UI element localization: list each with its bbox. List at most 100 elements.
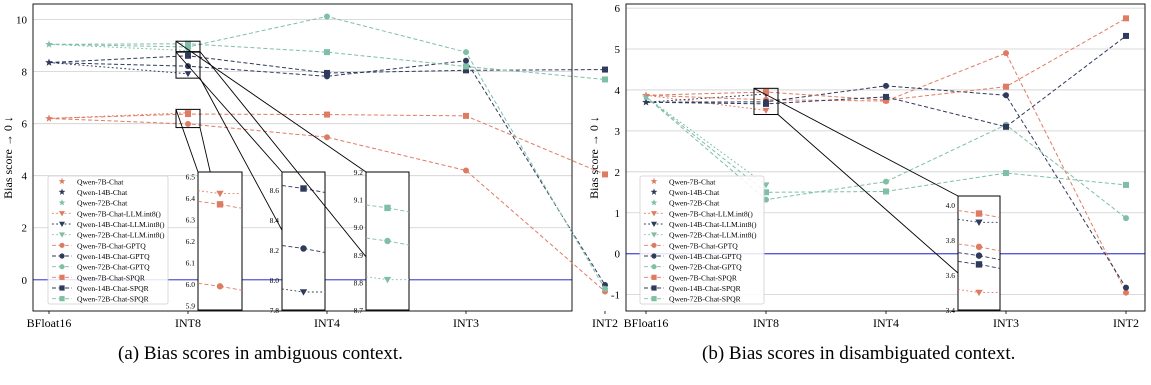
zoom-connector <box>175 51 283 173</box>
inset-line <box>978 263 1001 269</box>
series-line <box>645 52 1127 293</box>
inset-point <box>216 190 224 198</box>
legend-marker <box>59 285 65 291</box>
data-point <box>763 89 769 96</box>
inset-line <box>219 203 243 209</box>
zoom-connector <box>175 40 367 173</box>
legend-label: Qwen-7B-Chat-SPQR <box>77 273 146 282</box>
data-point <box>324 49 330 56</box>
inset-point <box>384 237 391 245</box>
inset-line <box>197 282 221 287</box>
legend-label: Qwen-7B-Chat <box>669 177 716 186</box>
inset-point <box>975 219 983 226</box>
data-point <box>763 100 769 107</box>
inset-tick-label: 3.6 <box>946 271 956 280</box>
inset-tick-label: 6.2 <box>186 237 196 246</box>
inset-point <box>300 185 307 192</box>
series-line <box>645 17 1127 101</box>
legend-label: Qwen-72B-Chat-LLM.int8() <box>669 231 757 240</box>
zoom-box <box>175 51 201 79</box>
x-tick-label: INT8 <box>753 316 779 330</box>
data-point <box>1123 215 1129 222</box>
y-axis-label: Bias score → 0 ↓ <box>1 116 15 199</box>
data-point <box>883 178 889 185</box>
inset-line <box>303 188 326 193</box>
data-point <box>185 52 191 59</box>
data-point <box>324 69 330 76</box>
inset-line <box>365 237 388 242</box>
legend-marker <box>59 232 65 238</box>
data-point <box>324 134 330 141</box>
series-line <box>48 43 189 52</box>
data-point <box>642 92 650 101</box>
inset-line <box>197 200 221 205</box>
y-tick-label: -1 <box>611 290 620 302</box>
data-point <box>602 76 608 83</box>
zoom-box <box>175 40 201 53</box>
zoom-connector <box>753 87 959 197</box>
legend-marker <box>59 211 65 217</box>
data-point <box>1123 32 1129 39</box>
legend-marker <box>58 188 66 195</box>
legend-label: Qwen-72B-Chat-SPQR <box>77 295 150 304</box>
data-point <box>185 120 191 127</box>
legend-marker <box>651 242 657 248</box>
inset-tick-label: 8.8 <box>354 278 364 287</box>
caption-b: (b) Bias scores in disambiguated context… <box>702 343 1016 364</box>
inset-line <box>281 288 304 293</box>
inset-line <box>978 246 1001 252</box>
legend-marker <box>650 199 658 206</box>
data-point <box>324 111 330 118</box>
y-tick-label: 8 <box>22 67 28 79</box>
inset: 8.7 8.8 8.9 9.0 9.1 9.2 <box>354 168 410 315</box>
inset-point <box>975 252 983 259</box>
inset-line <box>957 252 980 257</box>
series-line <box>48 60 606 286</box>
inset-tick-label: 3.8 <box>946 236 956 245</box>
legend-label: Qwen-14B-Chat <box>77 188 128 197</box>
data-point <box>1003 50 1009 57</box>
legend-label: Qwen-72B-Chat <box>669 199 720 208</box>
inset-point <box>975 289 983 297</box>
y-tick-label: 4 <box>615 85 621 97</box>
inset-point <box>299 289 308 296</box>
data-point <box>1123 284 1129 291</box>
legend-marker <box>651 253 657 259</box>
legend-marker <box>651 232 657 238</box>
legend-label: Qwen-72B-Chat-GPTQ <box>77 263 150 272</box>
legend-label: Qwen-72B-Chat-GPTQ <box>669 263 742 272</box>
series-line <box>48 43 606 80</box>
plot-frame <box>625 3 1146 312</box>
series-line <box>48 62 189 75</box>
legend-label: Qwen-14B-Chat-LLM.int8() <box>77 220 165 229</box>
inset-line <box>219 285 243 291</box>
inset-line <box>281 185 304 189</box>
inset: 7.8 8.0 8.2 8.4 8.6 <box>270 171 326 315</box>
x-tick-label: INT3 <box>993 316 1019 330</box>
legend-marker <box>651 274 657 280</box>
y-axis-label: Bias score → 0 ↓ <box>587 116 601 199</box>
series-line <box>645 93 767 103</box>
legend-marker <box>59 264 65 270</box>
inset-tick-label: 5.9 <box>186 302 196 311</box>
x-tick-label: BFloat16 <box>624 316 669 330</box>
legend-label: Qwen-7B-Chat-SPQR <box>669 273 738 282</box>
inset-line <box>387 207 410 213</box>
y-tick-label: 2 <box>615 167 621 179</box>
inset-tick-label: 6.3 <box>186 215 196 224</box>
x-tick-label: BFloat16 <box>27 316 72 330</box>
data-point <box>185 111 191 118</box>
data-point <box>463 167 469 174</box>
zoom-box <box>175 108 201 129</box>
legend-marker <box>59 274 65 280</box>
legend-marker <box>650 177 658 185</box>
inset: 3.4 3.6 3.8 4.0 <box>946 195 1001 315</box>
y-tick-label: 3 <box>615 126 621 138</box>
data-point <box>463 112 469 119</box>
y-tick-label: 0 <box>615 249 621 261</box>
inset-line <box>978 255 1001 261</box>
inset-line <box>957 218 980 223</box>
data-point <box>463 63 469 70</box>
legend-marker <box>651 296 657 302</box>
